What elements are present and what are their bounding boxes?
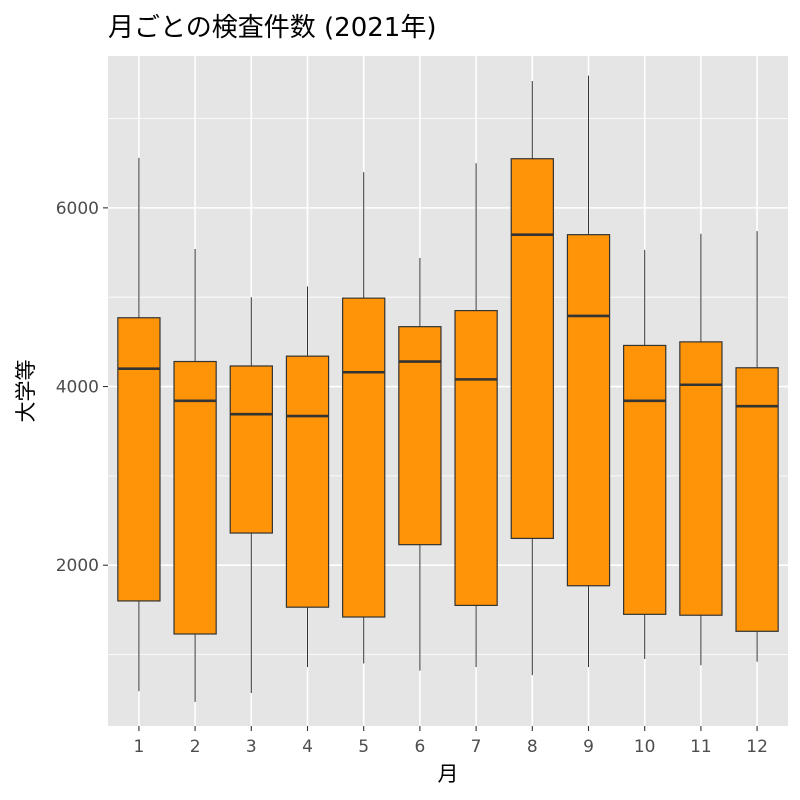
y-axis-label: 大学等	[14, 360, 38, 423]
x-axis-label: 月	[438, 762, 459, 786]
box-iqr	[117, 317, 161, 602]
x-tick-label: 1	[133, 737, 144, 757]
box-month-3	[229, 297, 273, 693]
box-month-8	[510, 81, 554, 676]
box-month-6	[398, 257, 442, 671]
box-month-5	[342, 172, 386, 664]
box-iqr	[173, 360, 217, 635]
box-iqr	[285, 355, 330, 608]
box-month-9	[566, 75, 611, 668]
x-tick-label: 7	[471, 737, 482, 757]
box-iqr	[623, 344, 667, 615]
x-tick-label: 2	[190, 737, 201, 757]
box-month-4	[285, 286, 330, 668]
box-iqr	[735, 367, 779, 632]
x-tick-label: 3	[246, 737, 257, 757]
box-month-10	[623, 249, 667, 659]
x-tick-label: 6	[414, 737, 425, 757]
x-axis: 1 2 3 4 5 6 7 8 9 10 11 12	[133, 726, 768, 757]
box-iqr	[566, 234, 611, 587]
y-tick-label: 4000	[56, 378, 99, 398]
y-axis: 2000 4000 6000	[56, 199, 108, 576]
box-month-12	[735, 231, 779, 662]
x-tick-label: 8	[527, 737, 538, 757]
box-month-11	[679, 233, 723, 666]
box-iqr	[679, 341, 723, 616]
box-iqr	[229, 365, 273, 534]
y-tick-label: 6000	[56, 199, 99, 219]
x-tick-label: 4	[302, 737, 313, 757]
x-tick-label: 9	[583, 737, 594, 757]
x-tick-label: 12	[746, 737, 768, 757]
plot-panel	[108, 56, 788, 726]
box-iqr	[454, 310, 498, 606]
boxplot-series	[117, 75, 779, 702]
box-iqr	[342, 297, 386, 618]
box-month-1	[117, 157, 161, 692]
box-iqr	[510, 158, 554, 539]
box-iqr	[398, 326, 442, 546]
x-tick-label: 11	[690, 737, 712, 757]
x-tick-label: 10	[634, 737, 656, 757]
box-month-2	[173, 248, 217, 702]
x-tick-label: 5	[358, 737, 369, 757]
y-tick-label: 2000	[56, 556, 99, 576]
chart-title: 月ごとの検査件数 (2021年)	[108, 13, 436, 43]
box-month-7	[454, 163, 498, 668]
